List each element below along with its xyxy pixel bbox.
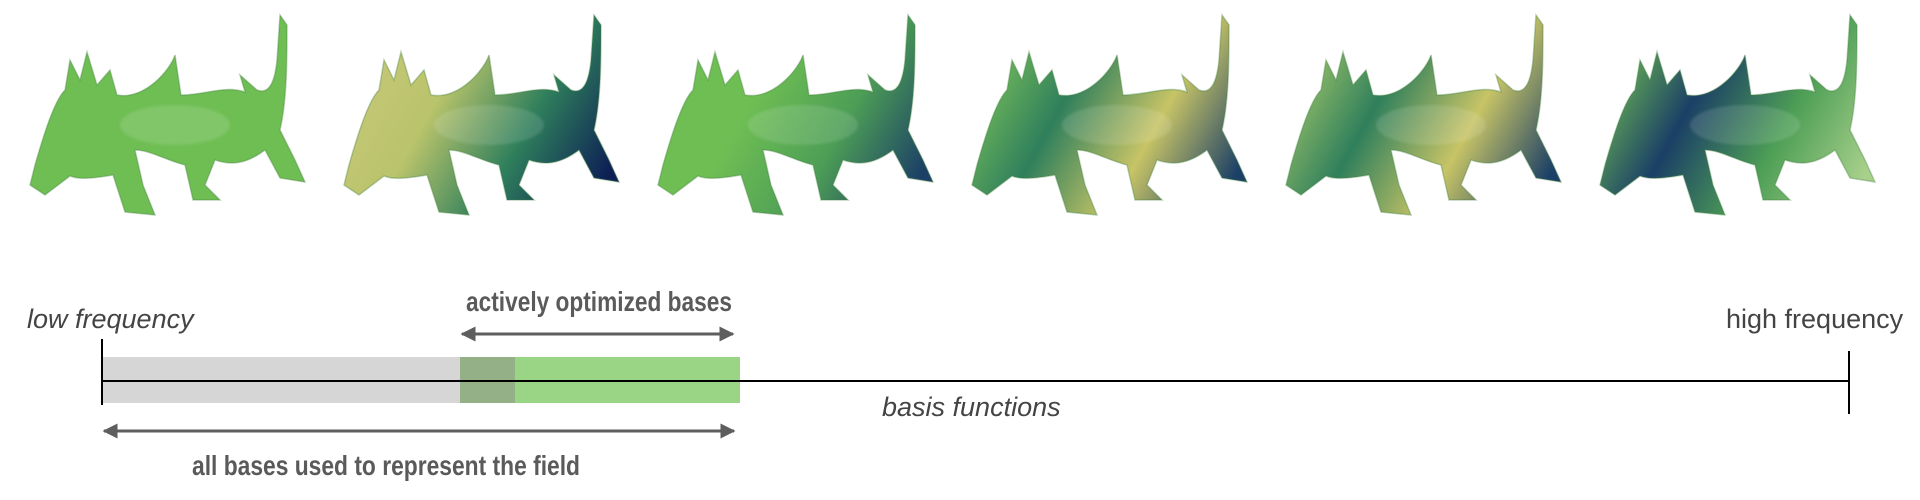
high-frequency-label: high frequency <box>1726 304 1904 334</box>
active-bases-label: actively optimized bases <box>466 286 732 317</box>
dragon-render-2-highlight <box>434 105 544 145</box>
all-bases-annotation: all bases used to represent the field <box>102 423 736 481</box>
dragon-render-3-highlight <box>748 105 858 145</box>
low-frequency-label: low frequency <box>27 304 195 334</box>
dragon-render-2 <box>343 12 621 216</box>
dragon-render-4-highlight <box>1062 105 1172 145</box>
dragon-render-5 <box>1285 12 1563 216</box>
dragon-render-3 <box>657 12 935 216</box>
dragon-render-1-highlight <box>120 105 230 145</box>
frequency-axis <box>101 339 1850 414</box>
all-bases-label: all bases used to represent the field <box>192 450 580 481</box>
basis-functions-label: basis functions <box>882 392 1061 422</box>
dragon-render-4 <box>971 12 1249 216</box>
dragon-render-5-highlight <box>1376 105 1486 145</box>
active-bases-annotation: actively optimized bases <box>460 286 735 342</box>
dragon-renders-row <box>29 12 1877 216</box>
dragon-render-6-highlight <box>1690 105 1800 145</box>
dragon-render-1 <box>29 12 307 216</box>
dragon-render-6 <box>1599 12 1877 216</box>
